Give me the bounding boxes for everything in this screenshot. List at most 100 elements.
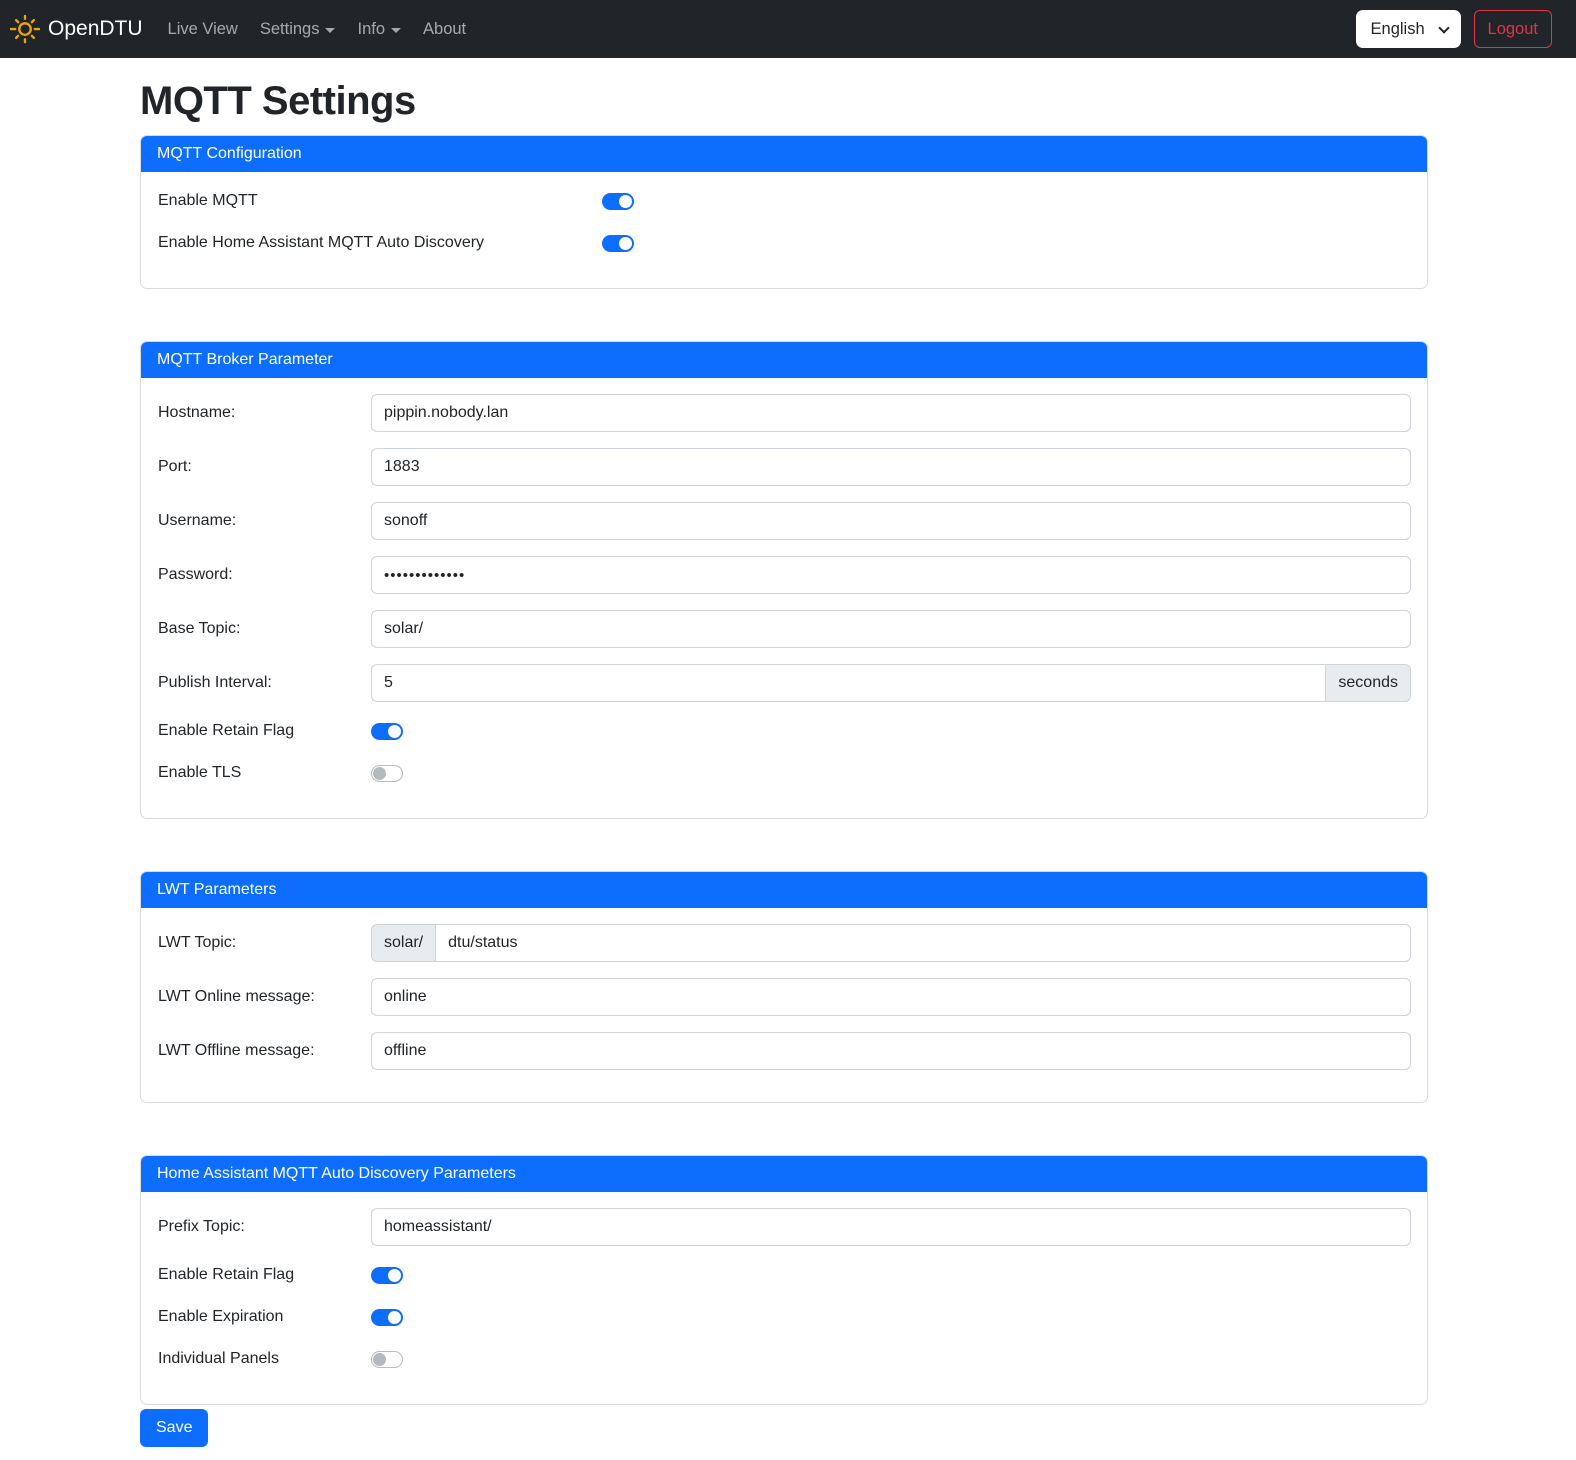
enable-home-assistant-mqtt-auto-discovery-label: Enable Home Assistant MQTT Auto Discover… bbox=[158, 234, 485, 251]
logout-button[interactable]: Logout bbox=[1473, 10, 1552, 48]
form-row: LWT Online message: bbox=[157, 978, 1411, 1016]
nav-item-settings[interactable]: Settings bbox=[249, 12, 347, 47]
card-mqtt-configuration: MQTT Configuration Enable MQTT Enable Home… bbox=[140, 135, 1428, 289]
control bbox=[371, 760, 1411, 786]
nav-item-info[interactable]: Info bbox=[346, 12, 412, 47]
form-row: Base Topic: bbox=[157, 610, 1411, 648]
password-input[interactable] bbox=[371, 556, 1411, 594]
individual-panels-label: Individual Panels bbox=[158, 1350, 279, 1367]
password-label: Password: bbox=[158, 566, 233, 583]
form-row: Enable TLS bbox=[157, 760, 1411, 786]
username-input[interactable] bbox=[371, 502, 1411, 540]
card-home-assistant-mqtt-auto-discovery-parameters: Home Assistant MQTT Auto Discovery Param… bbox=[140, 1155, 1428, 1405]
brand[interactable]: OpenDTU bbox=[10, 14, 143, 44]
form-row: Prefix Topic: bbox=[157, 1208, 1411, 1246]
sun-icon bbox=[10, 14, 40, 44]
card-header: LWT Parameters bbox=[141, 872, 1427, 908]
nav-item-live-view[interactable]: Live View bbox=[157, 12, 249, 47]
lwt-topic-input[interactable] bbox=[435, 924, 1411, 962]
form-row: Username: bbox=[157, 502, 1411, 540]
card-header: MQTT Broker Parameter bbox=[141, 342, 1427, 378]
control bbox=[371, 1208, 1411, 1246]
prefix-topic-label: Prefix Topic: bbox=[158, 1218, 245, 1235]
control bbox=[371, 502, 1411, 540]
cards-container: MQTT Configuration Enable MQTT Enable Home… bbox=[140, 135, 1428, 1405]
enable-retain-flag-toggle[interactable] bbox=[371, 1266, 403, 1284]
publish-interval-input[interactable] bbox=[371, 664, 1327, 702]
enable-expiration-label: Enable Expiration bbox=[158, 1308, 284, 1325]
prefix-topic-input[interactable] bbox=[371, 1208, 1411, 1246]
navbar-right: English Logout bbox=[1355, 10, 1552, 48]
enable-retain-flag-toggle[interactable] bbox=[371, 722, 403, 740]
nav-item-label: Info bbox=[357, 19, 386, 38]
form-row: Port: bbox=[157, 448, 1411, 486]
card-body: Hostname: Port: Username: Password: Base Top… bbox=[141, 378, 1427, 818]
card-body: Prefix Topic: Enable Retain Flag Enable Ex… bbox=[141, 1192, 1427, 1404]
username-label: Username: bbox=[158, 512, 237, 529]
lwt-topic-label: LWT Topic: bbox=[158, 934, 237, 951]
port-input[interactable] bbox=[371, 448, 1411, 486]
hostname-input[interactable] bbox=[371, 394, 1411, 432]
control bbox=[602, 188, 1411, 214]
card-header: Home Assistant MQTT Auto Discovery Param… bbox=[141, 1156, 1427, 1192]
language-select[interactable]: English bbox=[1355, 10, 1461, 48]
hostname-label: Hostname: bbox=[158, 404, 236, 421]
navbar-items: Live View Settings Info About bbox=[157, 12, 478, 47]
form-row: LWT Offline message: bbox=[157, 1032, 1411, 1070]
brand-label: OpenDTU bbox=[48, 17, 143, 40]
navbar: OpenDTU Live View Settings Info About Engli… bbox=[0, 0, 1576, 58]
chevron-down-icon bbox=[325, 27, 336, 33]
form-row: Individual Panels bbox=[157, 1346, 1411, 1372]
control bbox=[371, 718, 1411, 744]
form-row: Enable Retain Flag bbox=[157, 1262, 1411, 1288]
main-content: MQTT Settings MQTT Configuration Enable M… bbox=[140, 77, 1428, 1447]
publish-interval-label: Publish Interval: bbox=[158, 674, 272, 691]
card-body: Enable MQTT Enable Home Assistant MQTT Au… bbox=[141, 172, 1427, 288]
control bbox=[371, 448, 1411, 486]
nav-item-label: About bbox=[423, 19, 467, 38]
card-body: LWT Topic: solar/LWT Online message: LWT O… bbox=[141, 908, 1427, 1102]
enable-tls-toggle[interactable] bbox=[371, 764, 403, 782]
lwt-topic-prefix: solar/ bbox=[371, 924, 436, 962]
enable-home-assistant-mqtt-auto-discovery-toggle[interactable] bbox=[602, 234, 634, 252]
port-label: Port: bbox=[158, 458, 192, 475]
card-mqtt-broker-parameter: MQTT Broker Parameter Hostname: Port: Usern… bbox=[140, 341, 1428, 819]
control bbox=[371, 1032, 1411, 1070]
form-row: LWT Topic: solar/ bbox=[157, 924, 1411, 962]
form-row: Password: bbox=[157, 556, 1411, 594]
control bbox=[371, 394, 1411, 432]
nav-item-about[interactable]: About bbox=[412, 12, 477, 47]
control bbox=[371, 556, 1411, 594]
save-button[interactable]: Save bbox=[140, 1409, 209, 1447]
chevron-down-icon bbox=[391, 27, 402, 33]
card-header: MQTT Configuration bbox=[141, 136, 1427, 172]
form-row: Publish Interval: seconds bbox=[157, 664, 1411, 702]
nav-item-label: Settings bbox=[259, 19, 320, 38]
lwt-online-message-input[interactable] bbox=[371, 978, 1411, 1016]
enable-expiration-toggle[interactable] bbox=[371, 1308, 403, 1326]
control bbox=[371, 978, 1411, 1016]
lwt-offline-message-input[interactable] bbox=[371, 1032, 1411, 1070]
control bbox=[371, 1262, 1411, 1288]
lwt-offline-message-label: LWT Offline message: bbox=[158, 1042, 315, 1059]
card-lwt-parameters: LWT Parameters LWT Topic: solar/LWT Online… bbox=[140, 871, 1428, 1103]
control: solar/ bbox=[371, 924, 1411, 962]
enable-retain-flag-label: Enable Retain Flag bbox=[158, 1266, 295, 1283]
individual-panels-toggle[interactable] bbox=[371, 1350, 403, 1368]
form-row: Hostname: bbox=[157, 394, 1411, 432]
control: seconds bbox=[371, 664, 1411, 702]
publish-interval-suffix: seconds bbox=[1326, 664, 1411, 702]
enable-mqtt-toggle[interactable] bbox=[602, 192, 634, 210]
form-row: Enable Retain Flag bbox=[157, 718, 1411, 744]
page-title: MQTT Settings bbox=[140, 79, 416, 123]
form-row: Enable Home Assistant MQTT Auto Discover… bbox=[157, 230, 1411, 256]
form-row: Enable Expiration bbox=[157, 1304, 1411, 1330]
lwt-online-message-label: LWT Online message: bbox=[158, 988, 315, 1005]
control bbox=[371, 1346, 1411, 1372]
control bbox=[371, 1304, 1411, 1330]
enable-mqtt-label: Enable MQTT bbox=[158, 192, 258, 209]
form-row: Enable MQTT bbox=[157, 188, 1411, 214]
control bbox=[371, 610, 1411, 648]
nav-item-label: Live View bbox=[167, 19, 238, 38]
base-topic-input[interactable] bbox=[371, 610, 1411, 648]
